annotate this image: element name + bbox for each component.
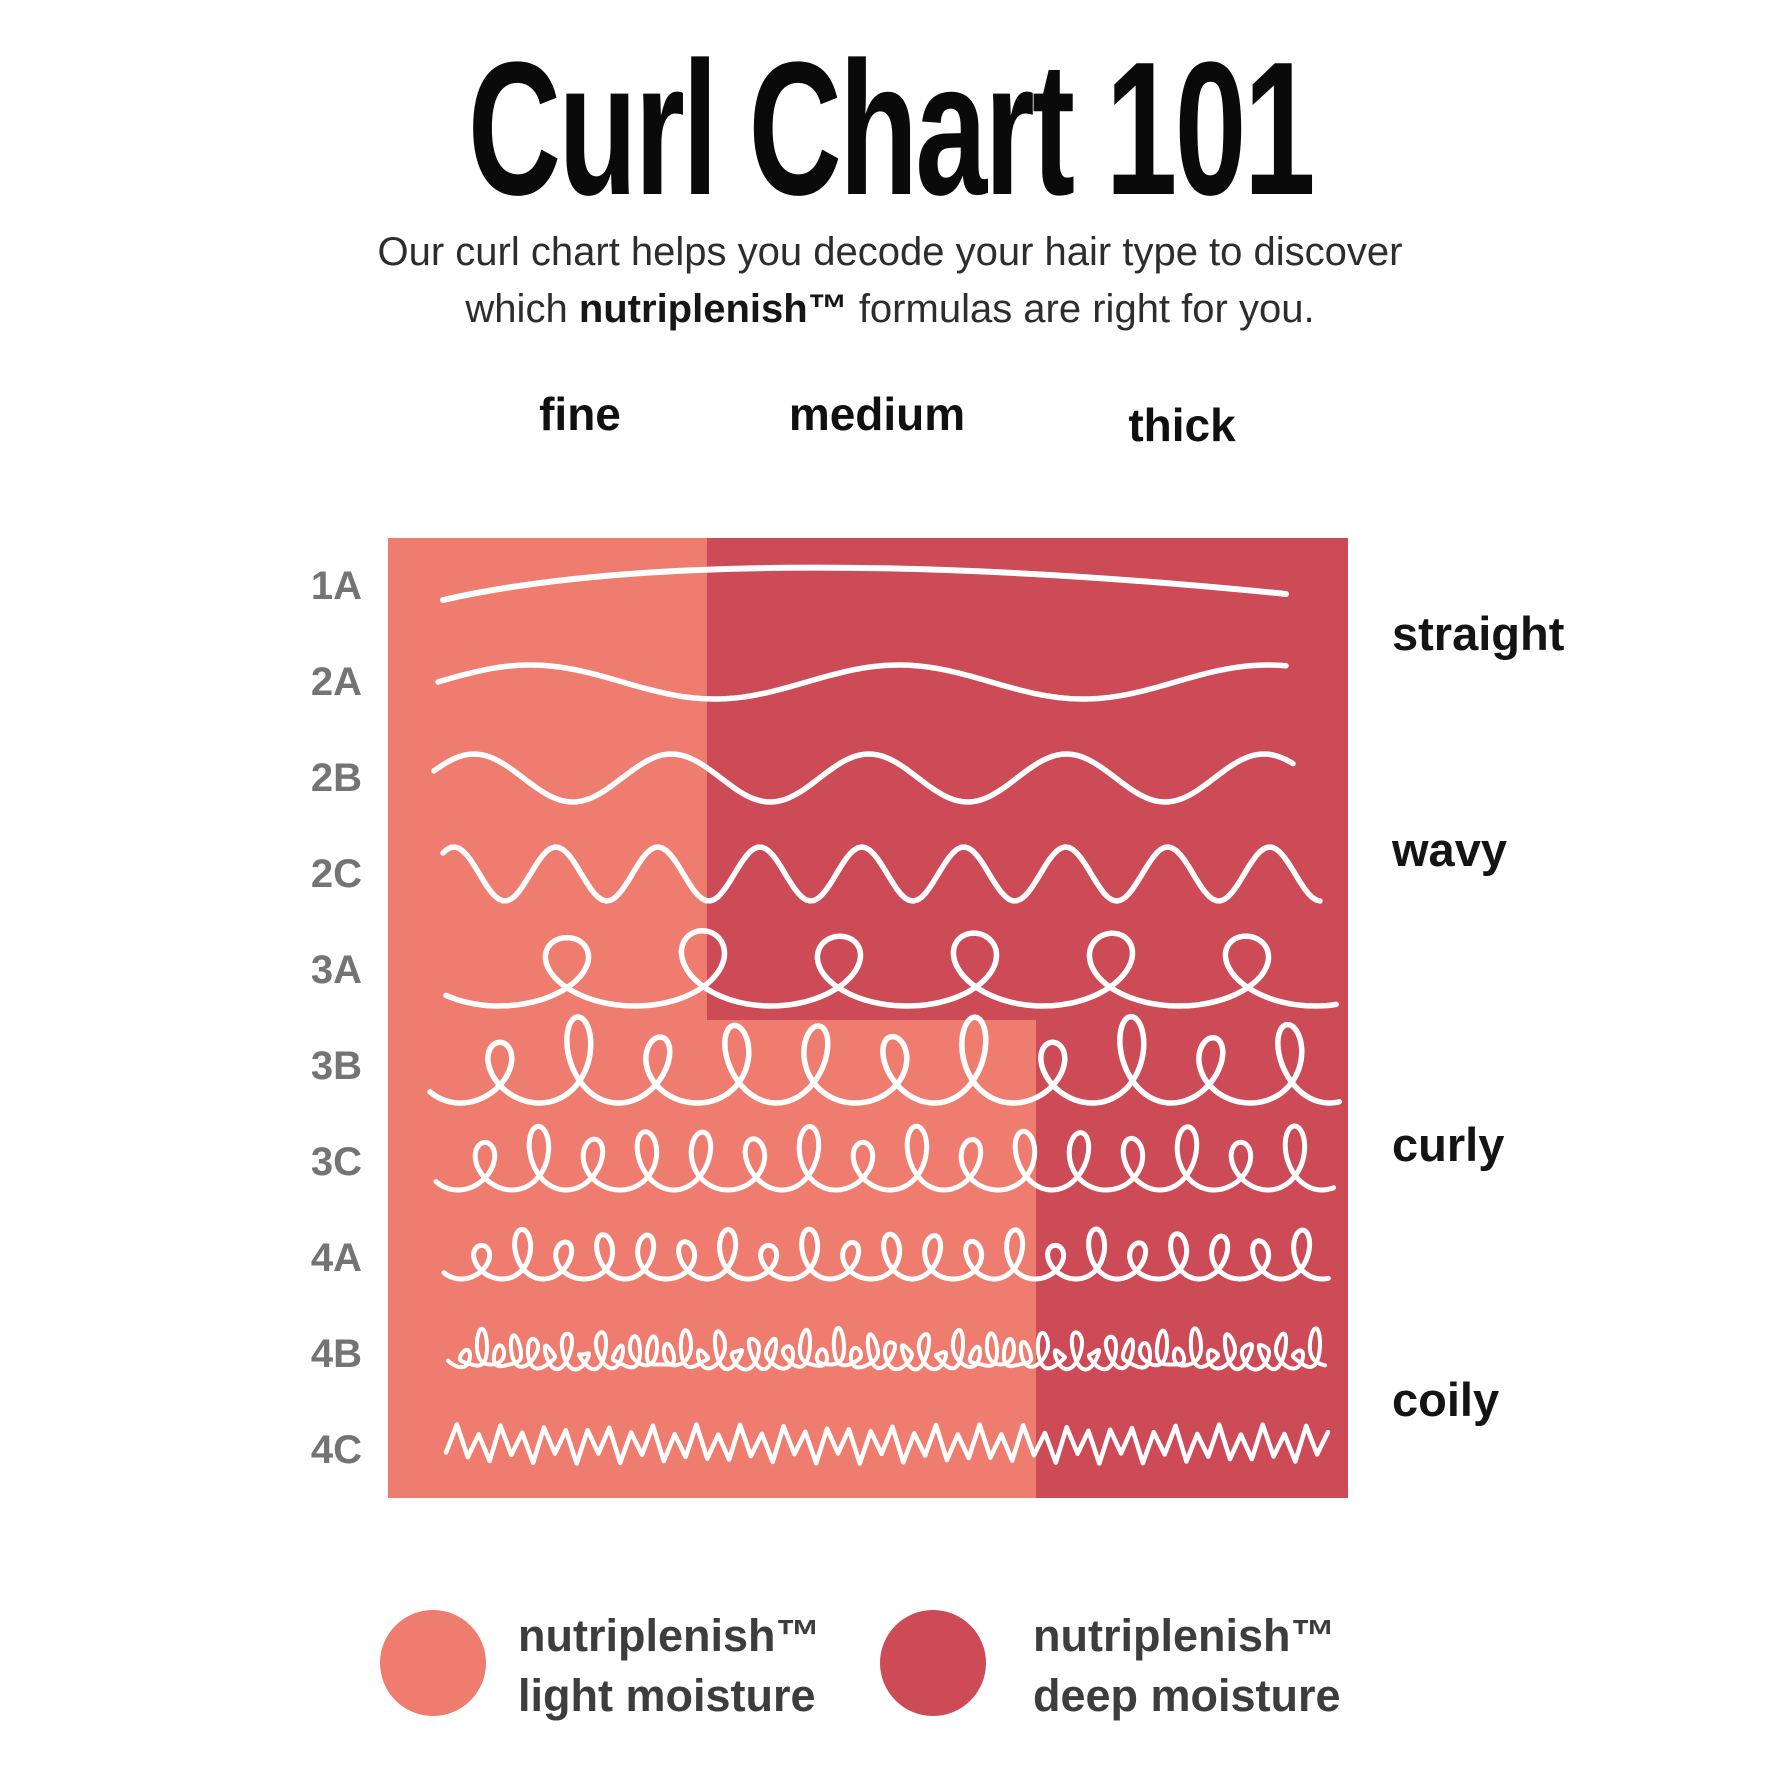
subtitle-line1: Our curl chart helps you decode your hai… <box>377 230 1403 274</box>
curl-pattern-lines <box>427 564 1342 1466</box>
row-label-4c: 4C <box>310 1428 362 1472</box>
legend-deep-product-variant: deep moisture <box>1033 1670 1341 1721</box>
row-label-2c: 2C <box>310 852 362 896</box>
curl-squiggle-1a <box>440 564 1289 603</box>
curl-squiggle-2c <box>440 844 1323 904</box>
subtitle-line2-suffix: formulas are right for you. <box>847 287 1315 331</box>
legend-deep-product-name: nutriplenish™ <box>1033 1610 1336 1661</box>
legend-light-product-name: nutriplenish™ <box>518 1610 821 1661</box>
curl-squiggle-2a <box>435 662 1289 702</box>
curl-squiggle-3c <box>433 1123 1337 1193</box>
row-label-3b: 3B <box>310 1044 362 1088</box>
curl-squiggle-4b <box>446 1326 1327 1372</box>
column-header-medium: medium <box>788 388 966 440</box>
curl-squiggle-4a <box>441 1226 1331 1282</box>
legend-light-product-variant: light moisture <box>518 1670 816 1721</box>
row-label-4a: 4A <box>310 1236 362 1280</box>
row-label-2b: 2B <box>310 756 362 800</box>
curl-squiggle-4c <box>443 1422 1331 1466</box>
column-header-thick: thick <box>1128 399 1236 451</box>
page-subtitle: Our curl chart helps you decode your hai… <box>0 224 1780 338</box>
legend-swatch-deep-moisture <box>880 1610 986 1716</box>
row-label-3a: 3A <box>310 948 362 992</box>
curl-squiggle-3a <box>443 928 1339 1009</box>
hair-type-label-curly: curly <box>1392 1118 1505 1171</box>
row-label-1a: 1A <box>310 564 362 608</box>
hair-type-label-straight: straight <box>1392 607 1565 660</box>
row-label-3c: 3C <box>310 1140 362 1184</box>
page-title: Curl Chart 101 <box>0 34 1780 224</box>
subtitle-line2-prefix: which <box>465 287 579 331</box>
hair-type-label-wavy: wavy <box>1392 823 1507 876</box>
legend-swatch-light-moisture <box>380 1610 486 1716</box>
page-title-text: Curl Chart 101 <box>467 23 1315 235</box>
curl-squiggle-2b <box>431 751 1296 805</box>
legend-label-light-moisture: nutriplenish™ light moisture <box>518 1606 821 1726</box>
row-label-2a: 2A <box>310 660 362 704</box>
hair-type-label-coily: coily <box>1392 1373 1500 1426</box>
brand-name: nutriplenish™ <box>578 287 848 331</box>
legend-label-deep-moisture: nutriplenish™ deep moisture <box>1033 1606 1341 1726</box>
row-label-4b: 4B <box>310 1332 362 1376</box>
curl-chart-grid <box>388 538 1348 1498</box>
curl-squiggle-3b <box>427 1013 1342 1106</box>
column-header-fine: fine <box>539 388 621 440</box>
